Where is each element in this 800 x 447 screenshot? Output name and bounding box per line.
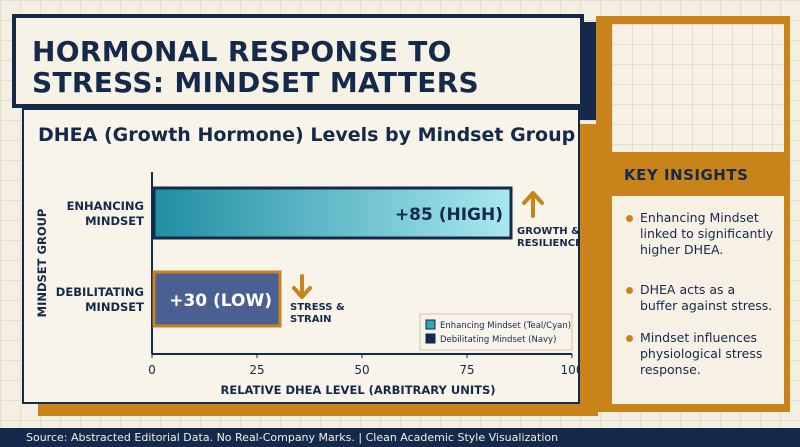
footer: Source: Abstracted Editorial Data. No Re… (0, 428, 800, 447)
category-label: MINDSET (85, 300, 144, 314)
bullet-icon (626, 335, 633, 342)
x-tick-label: 50 (354, 363, 369, 377)
page-title: HORMONAL RESPONSE TO STRESS: MINDSET MAT… (32, 35, 480, 99)
y-axis-label: MINDSET GROUP (35, 209, 49, 318)
bullet-icon (626, 287, 633, 294)
title-box: HORMONAL RESPONSE TO STRESS: MINDSET MAT… (12, 14, 584, 108)
insight-item: Enhancing Mindset linked to significantl… (626, 210, 774, 258)
annotation-label: GROWTH & (517, 226, 578, 237)
insight-item: Mindset influences physiological stress … (626, 330, 774, 378)
bar-value-label: +85 (HIGH) (395, 205, 503, 225)
x-tick-label: 100 (561, 363, 578, 377)
category-label: ENHANCING (67, 199, 144, 213)
arrow-up-icon (522, 191, 544, 218)
insight-item: DHEA acts as a buffer against stress. (626, 282, 774, 314)
x-axis-label: RELATIVE DHEA LEVEL (ARBITRARY UNITS) (221, 383, 496, 397)
bar (152, 270, 282, 328)
legend-swatch (425, 319, 436, 330)
bar-value-label: +30 (LOW) (169, 291, 272, 311)
legend-box (419, 313, 573, 351)
legend-label: Enhancing Mindset (Teal/Cyan) (440, 321, 571, 331)
arrow-down-icon (292, 274, 312, 299)
legend-swatch (425, 333, 436, 344)
category-label: DEBILITATING (56, 285, 144, 299)
chart-panel: DHEA (Growth Hormone) Levels by Mindset … (22, 108, 580, 404)
legend-label: Debilitating Mindset (Navy) (440, 335, 556, 345)
insights-list: Enhancing Mindset linked to significantl… (612, 196, 784, 404)
x-tick-label: 25 (249, 363, 264, 377)
x-tick-label: 75 (459, 363, 474, 377)
annotation-label: STRESS & (290, 302, 345, 313)
chart-svg: 0 25 50 75 100 RELATIVE DHEA LEVEL (ARBITRARY… (35, 172, 578, 397)
annotation-label: RESILIENCE (517, 238, 578, 249)
category-label: MINDSET (85, 214, 144, 228)
bullet-icon (626, 215, 633, 222)
annotation-label: STRAIN (290, 314, 332, 325)
chart-title: DHEA (Growth Hormone) Levels by Mindset … (38, 124, 576, 146)
bar (152, 186, 513, 240)
insights-heading: KEY INSIGHTS (624, 166, 749, 184)
x-tick-label: 0 (148, 363, 156, 377)
insights-grid-box (612, 24, 784, 152)
